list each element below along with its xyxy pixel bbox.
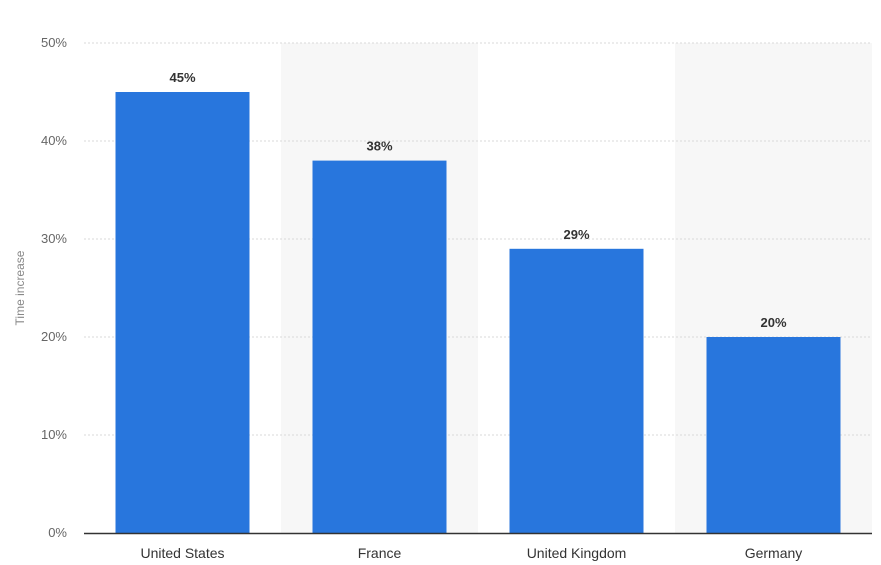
data-labels: 45% 38% 29% 20%: [169, 70, 786, 330]
bar-united-states: [115, 92, 250, 533]
y-tick-label: 10%: [41, 427, 67, 442]
data-label: 20%: [760, 315, 786, 330]
y-axis-title: Time increase: [13, 250, 27, 325]
data-label: 45%: [169, 70, 195, 85]
x-tick-label: France: [358, 545, 402, 561]
y-tick-label: 50%: [41, 35, 67, 50]
bar-united-kingdom: [509, 248, 644, 534]
x-tick-label: United States: [140, 545, 224, 561]
x-tick-label: United Kingdom: [527, 545, 627, 561]
bar-france: [312, 160, 447, 533]
x-axis-labels: United States France United Kingdom Germany: [140, 545, 802, 561]
y-tick-label: 20%: [41, 329, 67, 344]
bars: [115, 92, 841, 534]
x-tick-label: Germany: [745, 545, 803, 561]
data-label: 29%: [563, 227, 589, 242]
y-tick-label: 0%: [48, 525, 67, 540]
y-axis-ticks: 0% 10% 20% 30% 40% 50%: [41, 35, 67, 540]
y-tick-label: 30%: [41, 231, 67, 246]
bar-germany: [706, 337, 841, 533]
y-tick-label: 40%: [41, 133, 67, 148]
data-label: 38%: [366, 139, 392, 154]
